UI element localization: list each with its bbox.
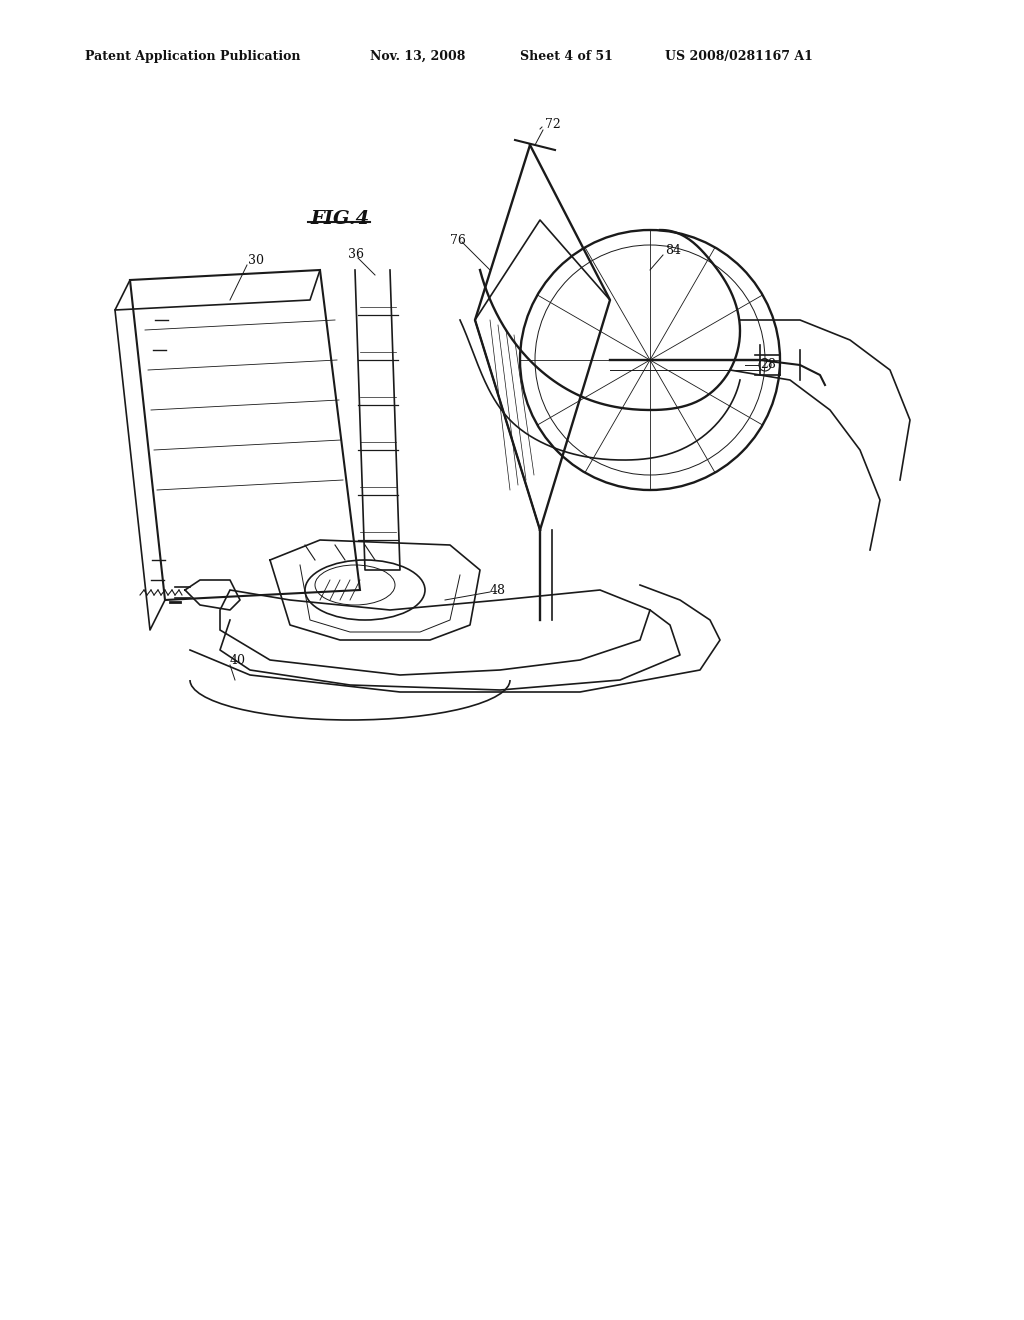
Text: 36: 36 xyxy=(348,248,364,261)
Text: 40: 40 xyxy=(230,653,246,667)
Text: 76: 76 xyxy=(450,234,466,247)
Text: 30: 30 xyxy=(248,253,264,267)
Text: Patent Application Publication: Patent Application Publication xyxy=(85,50,300,63)
Text: FIG.4: FIG.4 xyxy=(310,210,370,228)
Text: 72: 72 xyxy=(545,119,561,132)
Text: US 2008/0281167 A1: US 2008/0281167 A1 xyxy=(665,50,813,63)
Text: Sheet 4 of 51: Sheet 4 of 51 xyxy=(520,50,613,63)
Text: 84: 84 xyxy=(665,243,681,256)
Text: 48: 48 xyxy=(490,583,506,597)
Text: 28: 28 xyxy=(760,359,776,371)
Text: Nov. 13, 2008: Nov. 13, 2008 xyxy=(370,50,465,63)
